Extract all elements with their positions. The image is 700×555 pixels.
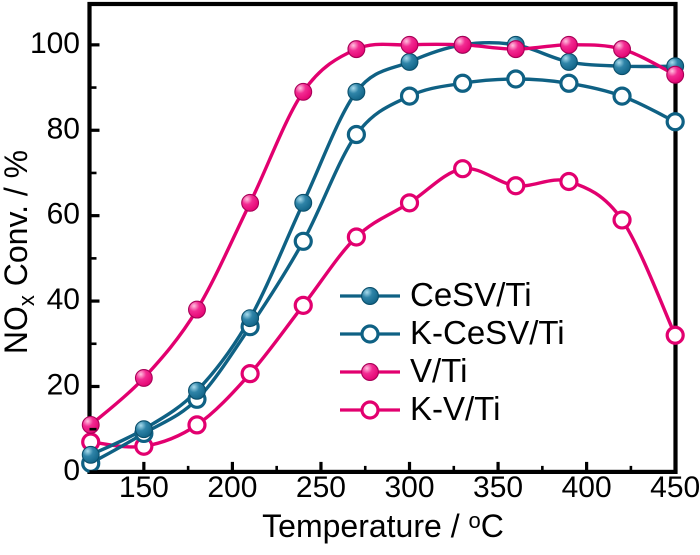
svg-text:Temperature / oC: Temperature / oC [262, 508, 504, 544]
svg-text:300: 300 [384, 471, 434, 504]
svg-text:150: 150 [119, 471, 169, 504]
svg-text:CeSV/Ti: CeSV/Ti [410, 276, 532, 313]
svg-text:100: 100 [30, 27, 80, 60]
svg-text:V/Ti: V/Ti [410, 352, 467, 389]
svg-text:450: 450 [650, 471, 700, 504]
svg-text:250: 250 [296, 471, 346, 504]
svg-text:60: 60 [47, 198, 80, 231]
svg-text:20: 20 [47, 369, 80, 402]
svg-text:K-CeSV/Ti: K-CeSV/Ti [410, 314, 565, 351]
svg-text:K-V/Ti: K-V/Ti [410, 390, 500, 427]
svg-text:400: 400 [562, 471, 612, 504]
svg-text:NOx Conv. / %: NOx Conv. / % [0, 150, 39, 354]
svg-text:200: 200 [207, 471, 257, 504]
svg-text:40: 40 [47, 283, 80, 316]
svg-text:0: 0 [63, 454, 80, 487]
svg-text:350: 350 [473, 471, 523, 504]
svg-text:80: 80 [47, 112, 80, 145]
